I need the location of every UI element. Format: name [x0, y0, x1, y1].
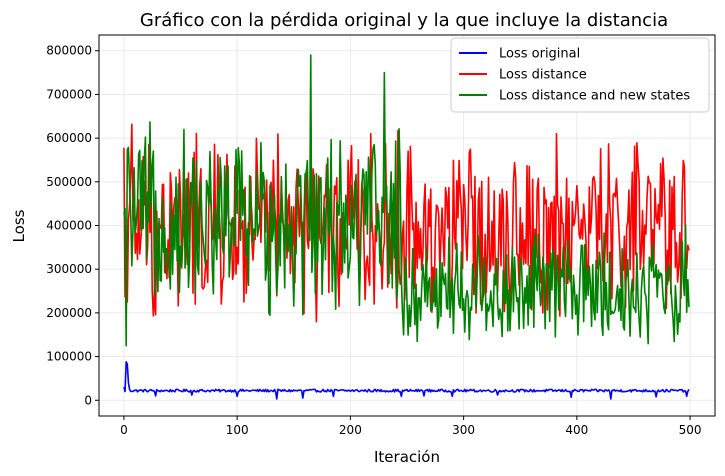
x-tick-label: 500	[679, 423, 702, 437]
y-tick-label: 100000	[46, 350, 92, 364]
legend-label: Loss original	[499, 47, 580, 62]
x-axis-title: Iteración	[374, 448, 440, 466]
x-tick-label: 300	[452, 423, 475, 437]
series-line-1	[123, 361, 690, 400]
legend-label: Loss distance	[499, 68, 587, 83]
x-tick-label: 100	[226, 423, 249, 437]
chart-title: Gráfico con la pérdida original y la que…	[140, 10, 668, 31]
legend-box	[450, 37, 710, 113]
y-tick-label: 800000	[46, 44, 92, 58]
x-tick-label: 0	[120, 423, 128, 437]
series-line-2	[123, 123, 690, 323]
y-tick-label: 700000	[46, 87, 92, 101]
y-tick-label: 400000	[46, 219, 92, 233]
series-layer	[123, 54, 690, 400]
tick-layer: 0 100 200 300 400 500 0 100000 200000 300000 40000…	[46, 44, 701, 437]
y-tick-label: 300000	[46, 262, 92, 276]
y-tick-label: 600000	[46, 131, 92, 145]
y-tick-label: 200000	[46, 306, 92, 320]
legend-label: Loss distance and new states	[499, 89, 690, 104]
y-tick-label: 0	[84, 393, 92, 407]
legend: Loss original Loss distance Loss distance …	[450, 37, 710, 113]
series-line-3	[123, 54, 690, 347]
y-axis-title: Loss	[10, 209, 28, 242]
y-tick-label: 500000	[46, 175, 92, 189]
x-tick-label: 400	[565, 423, 588, 437]
x-tick-label: 200	[339, 423, 362, 437]
